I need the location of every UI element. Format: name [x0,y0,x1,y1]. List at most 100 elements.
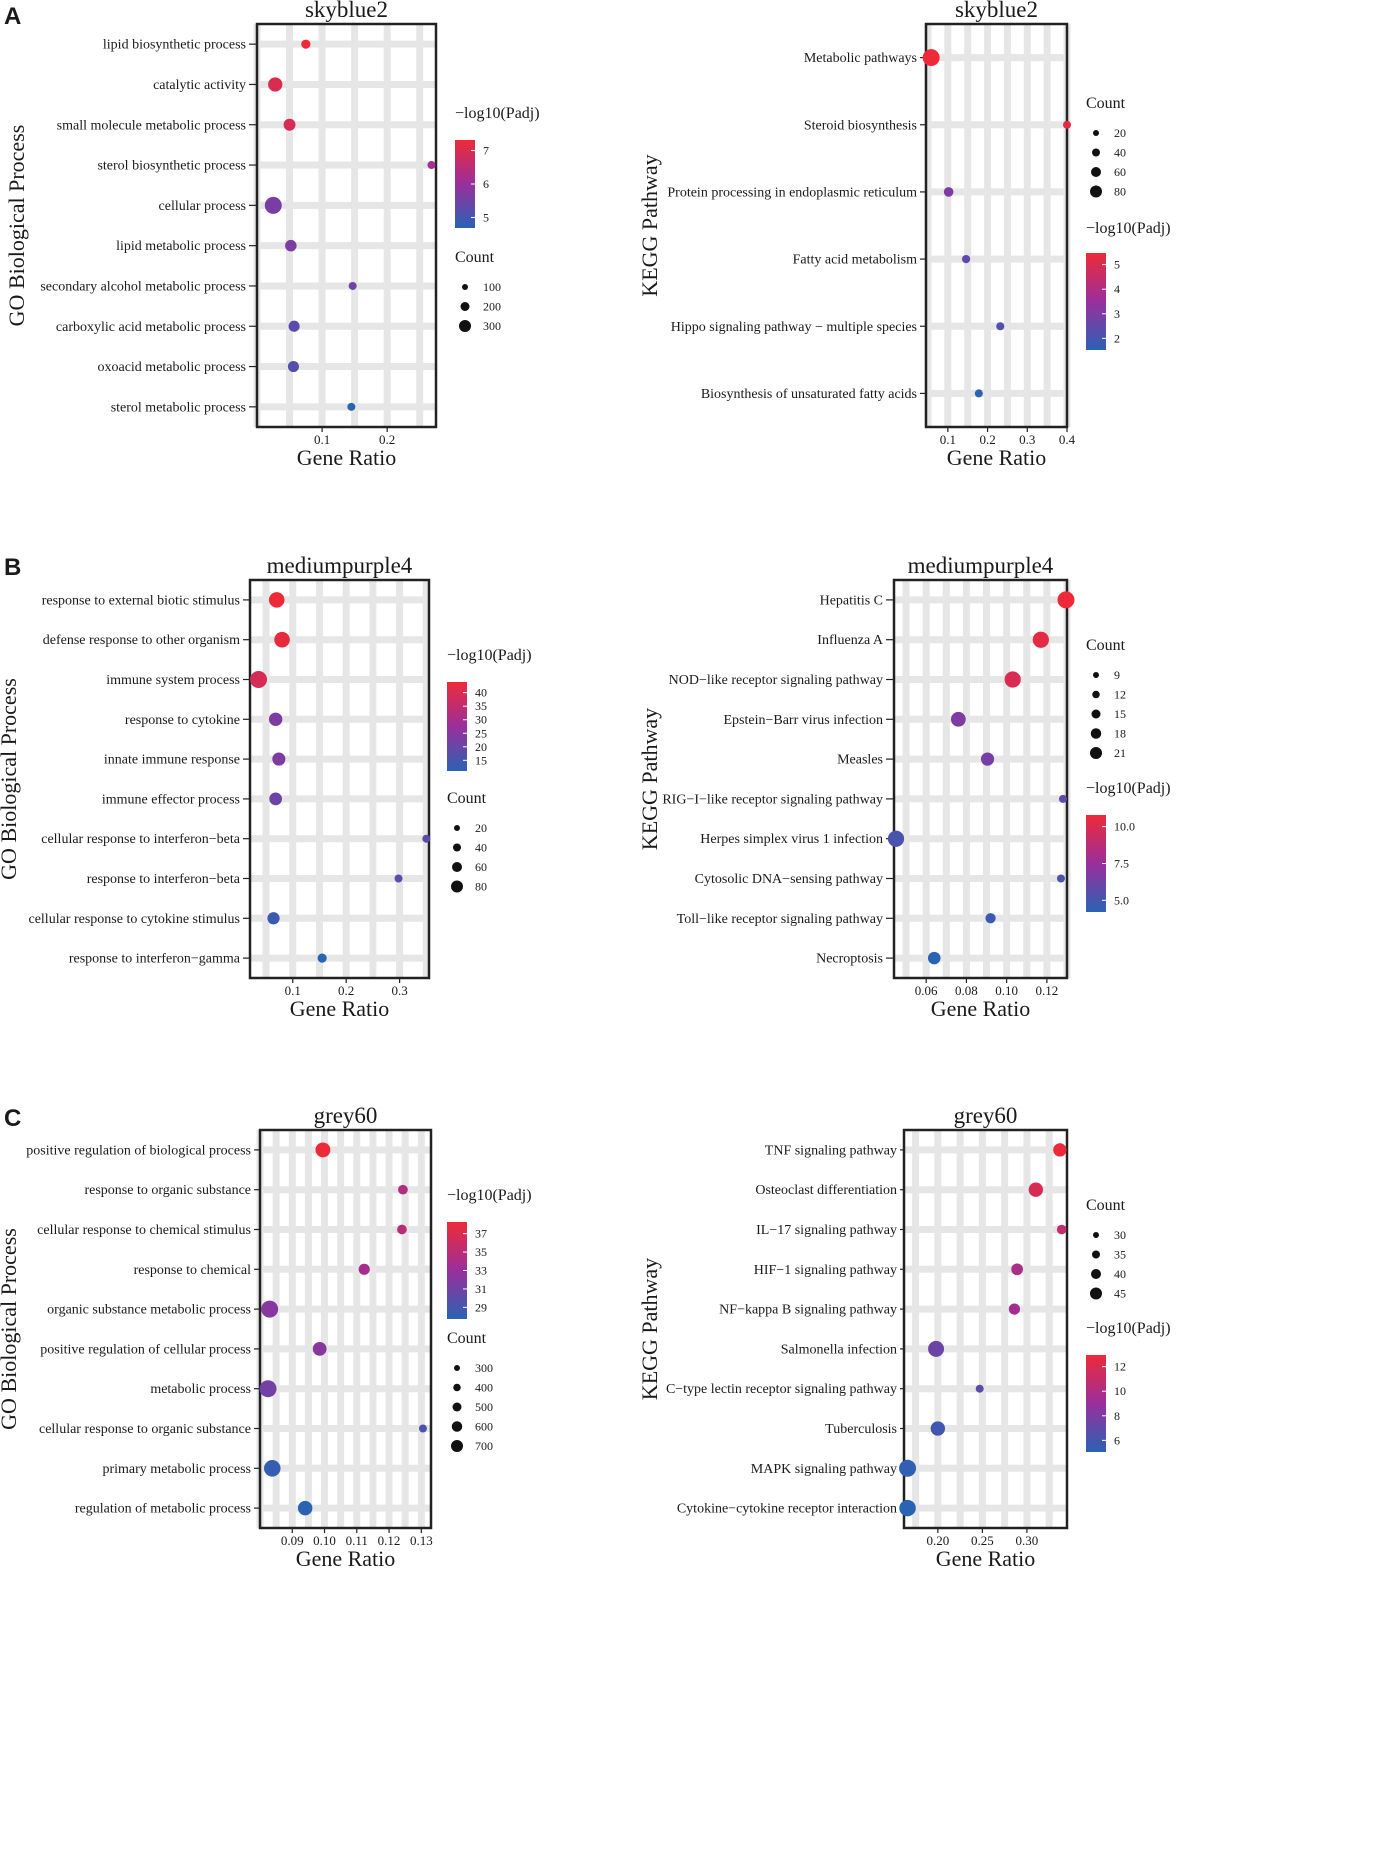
data-point [347,402,356,411]
size-legend-label: 20 [475,821,487,835]
y-tick-label: Cytokine−cytokine receptor interaction [677,1502,897,1517]
y-tick-label: immune effector process [102,792,240,807]
size-legend-label: 400 [475,1381,493,1395]
colorbar-tick-label: 10 [1114,1384,1126,1398]
size-legend-label: 80 [475,880,487,894]
y-tick-label: defense response to other organism [43,633,240,648]
y-tick-label: Hippo signaling pathway − multiple speci… [671,320,917,335]
data-point [1011,1263,1023,1276]
data-point [263,1460,281,1477]
chart-title: grey60 [314,1103,378,1128]
y-tick-label: Protein processing in endoplasmic reticu… [667,185,917,200]
data-point [985,913,996,924]
y-tick-label: Influenza A [817,633,884,648]
y-tick-label: cellular response to organic substance [39,1422,251,1437]
y-tick-label: cellular response to cytokine stimulus [28,912,240,927]
size-legend-dot [1090,747,1102,759]
y-axis-label: KEGG Pathway [637,154,662,296]
y-tick-label: Toll−like receptor signaling pathway [677,912,883,927]
chart-title: mediumpurple4 [267,553,413,578]
x-tick-label: 0.06 [915,983,938,998]
data-point [268,712,283,727]
colorbar-tick-label: 5 [1114,258,1120,272]
data-point [317,953,327,963]
size-legend-label: 35 [1114,1248,1126,1262]
y-tick-label: positive regulation of cellular process [40,1342,251,1357]
data-point [1028,1182,1044,1197]
data-point [288,320,300,332]
y-tick-label: NOD−like receptor signaling pathway [669,673,883,688]
size-legend-dot [1092,690,1100,699]
y-tick-label: Measles [837,753,883,768]
colorbar [447,682,467,771]
size-legend-dot [451,1421,463,1432]
size-legend-label: 40 [1114,1267,1126,1281]
data-point [930,1421,946,1436]
data-point [1008,1303,1021,1315]
colorbar-tick-label: 29 [475,1300,487,1314]
x-tick-label: 0.13 [410,1533,433,1548]
size-legend-dot [453,843,461,852]
size-legend-label: 40 [475,841,487,855]
colorbar-tick-label: 12 [1114,1360,1126,1374]
size-legend-label: 30 [1114,1228,1126,1242]
data-point [1056,1224,1067,1235]
data-point [283,118,296,131]
colorbar-tick-label: 7.5 [1114,857,1129,871]
colorbar-tick-label: 5.0 [1114,893,1129,907]
colorbar-tick-label: 25 [475,726,487,740]
size-legend-dot [1090,728,1102,739]
data-point [899,1459,917,1477]
x-axis-label: Gene Ratio [296,1546,396,1571]
y-tick-label: Steroid biosynthesis [804,118,917,133]
y-tick-label: response to interferon−beta [87,872,241,887]
y-tick-label: cellular process [159,199,246,214]
size-legend-dot [1092,148,1100,157]
colorbar-tick-label: 6 [1114,1433,1120,1447]
colorbar-tick-label: 15 [475,753,487,767]
y-tick-label: Epstein−Barr virus infection [723,713,883,728]
x-tick-label: 0.3 [1019,432,1035,447]
data-point [1056,874,1065,883]
y-tick-label: IL−17 signaling pathway [756,1223,897,1238]
color-legend-title: −log10(Padj) [1086,780,1171,797]
size-legend-title: Count [1086,95,1126,112]
chart-c-go: grey60 positive regulation of biological … [0,1103,532,1571]
data-point [285,239,297,252]
data-point [312,1342,327,1356]
y-axis-label: GO Biological Process [4,125,29,327]
data-point [398,1184,408,1195]
data-point [1063,120,1071,129]
data-point [250,671,268,688]
colorbar [1086,815,1106,912]
colorbar-tick-label: 2 [1114,331,1120,345]
x-tick-label: 0.2 [379,432,395,447]
y-tick-label: cellular response to interferon−beta [41,832,241,847]
colorbar-tick-label: 3 [1114,307,1120,321]
plot-frame [924,22,1069,429]
size-legend-label: 100 [483,280,501,294]
y-tick-label: Osteoclast differentiation [755,1183,897,1198]
x-axis-label: Gene Ratio [931,996,1031,1021]
x-tick-label: 0.10 [995,983,1018,998]
size-legend-label: 600 [475,1420,493,1434]
x-tick-label: 0.20 [926,1533,949,1548]
size-legend-dot [1090,1287,1102,1300]
y-tick-label: catalytic activity [153,78,246,93]
data-point [887,830,905,847]
size-legend-label: 18 [1114,727,1126,741]
y-axis-label: KEGG Pathway [637,1258,662,1400]
colorbar-tick-label: 10.0 [1114,820,1135,834]
plot-frame [248,578,431,980]
x-tick-label: 0.1 [940,432,956,447]
x-tick-label: 0.30 [1016,1533,1039,1548]
data-point [264,196,282,214]
y-tick-label: Fatty acid metabolism [793,253,918,268]
x-tick-label: 0.2 [338,983,354,998]
chart-title: skyblue2 [955,0,1038,22]
size-legend-label: 300 [475,1361,493,1375]
size-legend-label: 15 [1114,707,1126,721]
size-legend-dot [1091,709,1101,719]
y-tick-label: Metabolic pathways [804,51,917,66]
chart-title: skyblue2 [305,0,388,22]
